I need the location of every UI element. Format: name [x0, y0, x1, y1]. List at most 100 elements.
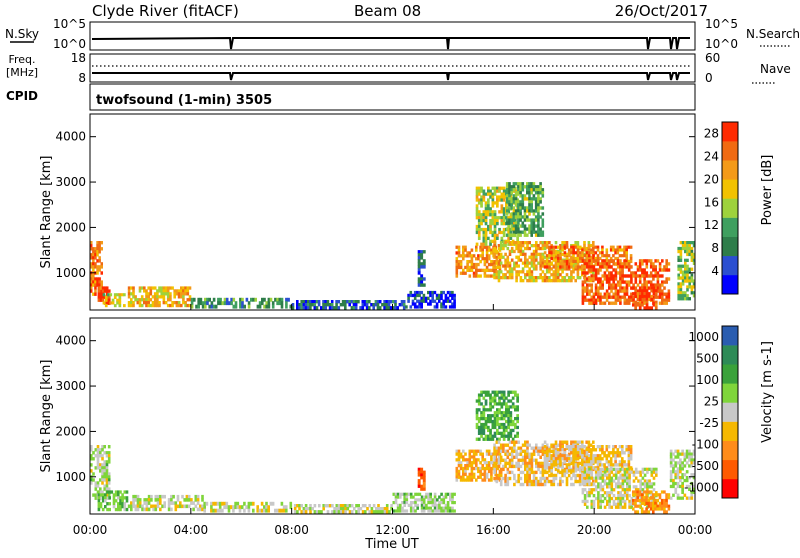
power-cell	[603, 254, 606, 258]
power-cell	[608, 271, 611, 275]
power-cell	[625, 256, 628, 261]
velocity-cell	[94, 466, 98, 470]
velocity-cell	[550, 479, 553, 484]
velocity-cell	[510, 440, 514, 444]
power-cell	[574, 279, 577, 283]
velocity-cell	[561, 445, 564, 449]
velocity-cell	[335, 510, 339, 514]
power-cell	[517, 203, 520, 207]
velocity-cell	[561, 479, 564, 484]
power-cell	[261, 297, 264, 302]
power-cell	[588, 265, 591, 269]
power-cell	[287, 297, 290, 302]
power-cell	[599, 262, 602, 266]
velocity-cell	[535, 446, 538, 450]
velocity-cell	[485, 449, 489, 453]
power-cell	[468, 274, 472, 278]
velocity-cell	[97, 493, 101, 497]
power-cell	[692, 241, 696, 245]
power-cell	[511, 222, 515, 226]
power-cell	[594, 251, 598, 255]
velocity-cell	[583, 470, 587, 474]
power-cell	[448, 299, 452, 303]
power-cell	[545, 276, 549, 280]
velocity-cell	[526, 455, 529, 459]
power-cell	[239, 304, 242, 309]
velocity-cell	[247, 505, 251, 510]
power-cell	[96, 253, 99, 257]
power-cell	[625, 286, 629, 290]
velocity-cell	[167, 501, 171, 505]
velocity-cell	[608, 476, 611, 480]
power-cell	[623, 292, 627, 296]
power-cell	[505, 182, 509, 186]
power-cell	[574, 265, 578, 269]
power-cell	[559, 249, 562, 254]
velocity-cell	[632, 507, 635, 511]
velocity-cell	[507, 431, 510, 435]
velocity-cell	[417, 479, 421, 483]
power-cell	[530, 209, 533, 213]
velocity-cell	[107, 493, 111, 497]
velocity-cell	[475, 466, 478, 471]
power-cell	[188, 295, 192, 299]
velocity-cell	[438, 501, 441, 505]
power-cell	[612, 292, 615, 296]
power-cell	[541, 261, 545, 265]
velocity-cell	[152, 504, 155, 509]
power-cell	[605, 295, 609, 299]
power-cell	[106, 286, 109, 290]
power-cell	[537, 185, 540, 189]
power-cell	[612, 301, 615, 305]
power-cell	[130, 298, 133, 302]
power-cell	[481, 251, 484, 255]
power-cell	[627, 298, 631, 302]
power-cell	[665, 280, 668, 284]
power-cell	[654, 289, 658, 293]
power-cell	[480, 213, 483, 217]
power-cell	[160, 289, 163, 293]
power-cell	[579, 256, 582, 261]
power-cell	[109, 301, 113, 305]
power-cell	[462, 268, 465, 272]
velocity-cell	[117, 496, 120, 500]
power-cell	[623, 262, 627, 266]
power-cell	[539, 188, 542, 192]
velocity-cell	[510, 464, 514, 469]
power-cell	[496, 186, 499, 190]
velocity-cell	[647, 504, 651, 508]
velocity-cell	[497, 455, 501, 459]
velocity-cell	[132, 498, 135, 502]
power-ytick-label: 2000	[55, 220, 86, 234]
velocity-cell	[163, 501, 166, 505]
power-cell	[306, 303, 310, 307]
power-cell	[149, 303, 153, 308]
velocity-cell	[665, 496, 668, 500]
power-cell	[692, 279, 696, 283]
velocity-cell	[524, 479, 527, 484]
velocity-cell	[579, 445, 582, 449]
power-cell	[98, 241, 101, 245]
power-cell	[559, 246, 562, 251]
velocity-cell	[559, 476, 562, 481]
power-cell	[686, 258, 689, 262]
power-cell	[158, 289, 161, 293]
velocity-cell	[528, 452, 531, 456]
velocity-cell	[690, 458, 694, 462]
velocity-cell	[570, 476, 573, 481]
power-cell	[667, 292, 671, 296]
velocity-cell	[676, 470, 680, 474]
velocity-cell	[674, 461, 678, 465]
power-cell	[354, 303, 358, 307]
velocity-cell	[563, 473, 567, 478]
velocity-cell	[619, 467, 622, 471]
velocity-cell	[480, 393, 483, 397]
power-cell	[521, 224, 525, 228]
velocity-cell	[507, 390, 510, 394]
power-cell	[241, 304, 244, 309]
velocity-cell	[614, 485, 618, 489]
velocity-cell	[444, 509, 448, 513]
power-cell	[143, 286, 146, 290]
power-cell	[514, 197, 518, 201]
power-cell	[557, 245, 560, 249]
